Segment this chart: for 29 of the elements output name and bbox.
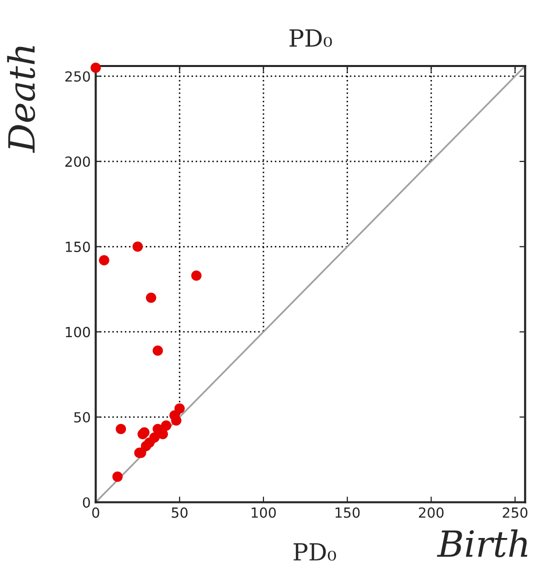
chart-title: PD₀	[290, 29, 332, 47]
point	[98, 255, 110, 266]
point	[152, 345, 163, 356]
point	[174, 403, 185, 414]
x-tick-label: 250	[502, 507, 528, 518]
point	[158, 428, 168, 440]
x-axis-title: Birth	[436, 529, 528, 558]
x-tick-label: 50	[172, 507, 188, 518]
x-tick-label: 200	[418, 507, 444, 518]
y-tick-label: 0	[82, 497, 90, 508]
text: PD₀	[294, 543, 336, 561]
y-tick-label: 50	[74, 412, 90, 423]
point	[171, 415, 182, 426]
y-axis-title: Death	[7, 46, 36, 153]
y-tick-label: 150	[66, 242, 90, 252]
point	[146, 292, 156, 303]
point	[116, 424, 126, 434]
point	[90, 62, 101, 73]
point	[161, 420, 172, 431]
y-tick-label: 100	[66, 326, 90, 338]
x-tick-label: 0	[92, 507, 100, 518]
y-tick-label: 200	[65, 156, 90, 167]
y-tick-label: 250	[65, 71, 90, 82]
point	[149, 432, 160, 443]
point	[191, 270, 202, 281]
x-tick-label: 100	[252, 507, 276, 518]
point	[112, 472, 123, 482]
x-tick-label: 150	[336, 507, 360, 518]
point	[132, 241, 143, 252]
